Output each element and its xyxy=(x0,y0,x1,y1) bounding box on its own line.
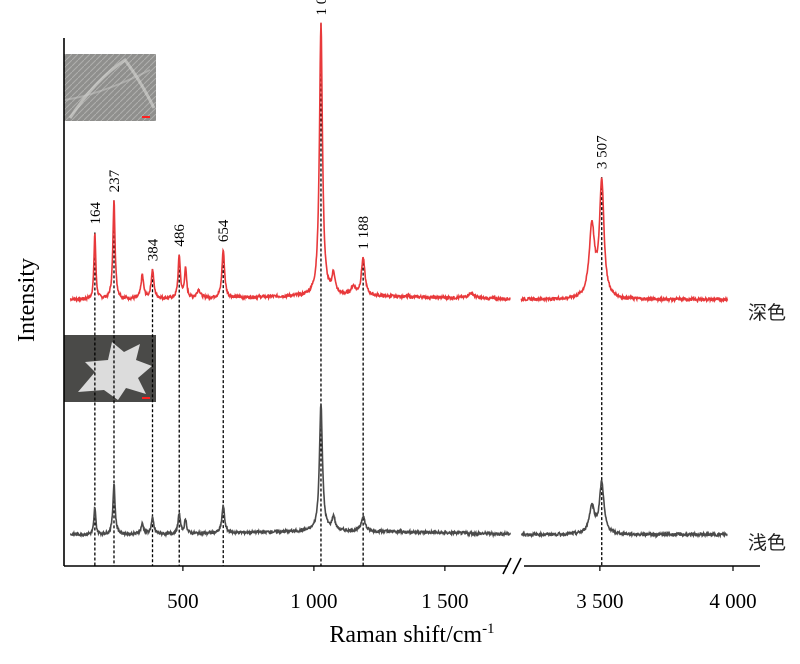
axis-break-mark xyxy=(502,557,512,575)
x-tick-label: 3 500 xyxy=(576,589,623,613)
peak-label: 164 xyxy=(88,202,104,225)
y-axis-title: Intensity xyxy=(14,258,40,342)
inset-micrograph-light xyxy=(64,335,156,402)
series-line xyxy=(69,22,511,304)
x-tick-label: 1 500 xyxy=(421,589,468,613)
peak-label: 1 188 xyxy=(356,216,372,250)
series-line xyxy=(520,177,729,304)
x-axis-title: Raman shift/cm-1 xyxy=(329,621,494,648)
x-tick-labels: 500 1 000 1 500 3 500 4 000 xyxy=(167,589,756,613)
peak-label: 237 xyxy=(107,169,123,192)
series-label: 深色 xyxy=(748,302,786,324)
peak-label: 3 507 xyxy=(595,135,611,169)
peak-label: 384 xyxy=(146,238,162,261)
series-label: 浅色 xyxy=(748,532,786,554)
axis-break-mark xyxy=(512,557,522,575)
axes xyxy=(63,38,760,575)
peak-label: 486 xyxy=(172,224,188,247)
peak-label: 654 xyxy=(216,219,232,242)
peak-label: 1 027 xyxy=(314,0,330,16)
x-tick-label: 1 000 xyxy=(290,589,337,613)
x-tick-label: 4 000 xyxy=(709,589,756,613)
series-line xyxy=(69,403,512,539)
peak-guide-lines xyxy=(94,23,603,566)
x-tick-label: 500 xyxy=(167,589,199,613)
series-lines xyxy=(69,22,729,540)
series-line xyxy=(520,479,728,540)
inset-micrograph-dark xyxy=(63,54,156,121)
